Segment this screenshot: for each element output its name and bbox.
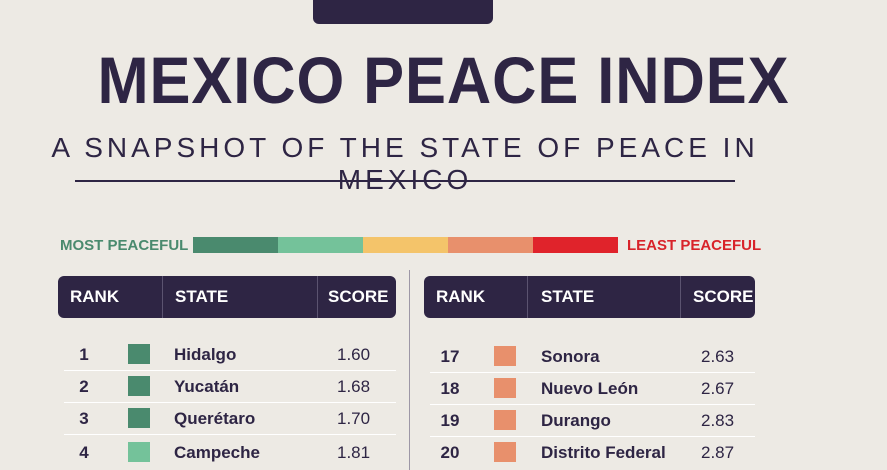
page-title: MEXICO PEACE INDEX xyxy=(97,43,790,117)
row-swatch xyxy=(128,408,150,428)
row-rank: 1 xyxy=(79,345,89,364)
row-rank: 20 xyxy=(440,443,460,462)
row-divider xyxy=(430,436,755,437)
year-badge: 2015 xyxy=(313,0,493,24)
row-rank: 19 xyxy=(440,411,460,430)
row-score: 2.87 xyxy=(701,443,735,462)
table-row: 2 Yucatán 1.68 xyxy=(64,371,396,403)
year-text: 2015 xyxy=(342,0,465,3)
row-score: 2.67 xyxy=(701,379,735,398)
page-subtitle: A SNAPSHOT OF THE STATE OF PEACE IN MEXI… xyxy=(51,132,759,195)
legend-swatch-1 xyxy=(193,237,278,253)
right-header-state: STATE xyxy=(541,287,595,306)
table-row: 17 Sonora 2.63 xyxy=(430,341,755,373)
row-swatch xyxy=(128,344,150,364)
row-swatch xyxy=(494,346,516,366)
row-rank: 3 xyxy=(79,409,89,428)
row-swatch xyxy=(494,378,516,398)
table-row: 4 Campeche 1.81 xyxy=(64,437,396,469)
legend-least-peaceful: LEAST PEACEFUL xyxy=(627,237,762,254)
row-swatch xyxy=(494,442,516,462)
row-divider xyxy=(64,370,396,371)
table-row: 18 Nuevo León 2.67 xyxy=(430,373,755,405)
row-state: Yucatán xyxy=(174,377,240,396)
left-header-score: SCORE xyxy=(328,287,389,306)
row-divider xyxy=(430,404,755,405)
left-header-state: STATE xyxy=(175,287,229,306)
left-header-sep-2 xyxy=(317,276,318,318)
legend-most-peaceful: MOST PEACEFUL xyxy=(60,237,189,254)
legend-swatch-2 xyxy=(278,237,363,253)
row-divider xyxy=(64,434,396,435)
right-table-header: RANK STATE SCORE xyxy=(424,276,755,318)
row-swatch xyxy=(128,376,150,396)
row-swatch xyxy=(494,410,516,430)
legend-swatch-4 xyxy=(448,237,533,253)
right-header-sep-2 xyxy=(680,276,681,318)
row-score: 1.68 xyxy=(337,377,371,396)
row-divider xyxy=(64,402,396,403)
left-header-sep-1 xyxy=(162,276,163,318)
left-table-header: RANK STATE SCORE xyxy=(58,276,396,318)
right-header-sep-1 xyxy=(527,276,528,318)
right-header-rank: RANK xyxy=(436,287,486,306)
table-row: 1 Hidalgo 1.60 xyxy=(64,339,396,371)
table-row: 19 Durango 2.83 xyxy=(430,405,755,437)
row-score: 1.60 xyxy=(337,345,371,364)
legend-swatch-3 xyxy=(363,237,448,253)
row-rank: 17 xyxy=(440,347,460,366)
row-divider xyxy=(430,372,755,373)
row-state: Durango xyxy=(541,411,611,430)
row-state: Sonora xyxy=(541,347,600,366)
row-rank: 18 xyxy=(440,379,460,398)
row-state: Hidalgo xyxy=(174,345,237,364)
left-header-rank: RANK xyxy=(70,287,120,306)
row-state: Distrito Federal xyxy=(541,443,666,462)
row-swatch xyxy=(128,442,150,462)
right-header-score: SCORE xyxy=(693,287,754,306)
legend-color-scale xyxy=(193,237,618,253)
row-rank: 2 xyxy=(79,377,89,396)
row-score: 1.81 xyxy=(337,443,371,462)
legend-swatch-5 xyxy=(533,237,618,253)
row-state: Nuevo León xyxy=(541,379,639,398)
row-rank: 4 xyxy=(79,443,89,462)
row-score: 2.63 xyxy=(701,347,735,366)
row-state: Campeche xyxy=(174,443,260,462)
column-divider xyxy=(409,270,410,470)
row-score: 1.70 xyxy=(337,409,371,428)
row-state: Querétaro xyxy=(174,409,256,428)
title-rule xyxy=(75,180,735,182)
row-score: 2.83 xyxy=(701,411,735,430)
table-row: 20 Distrito Federal 2.87 xyxy=(430,437,755,469)
table-row: 3 Querétaro 1.70 xyxy=(64,403,396,435)
